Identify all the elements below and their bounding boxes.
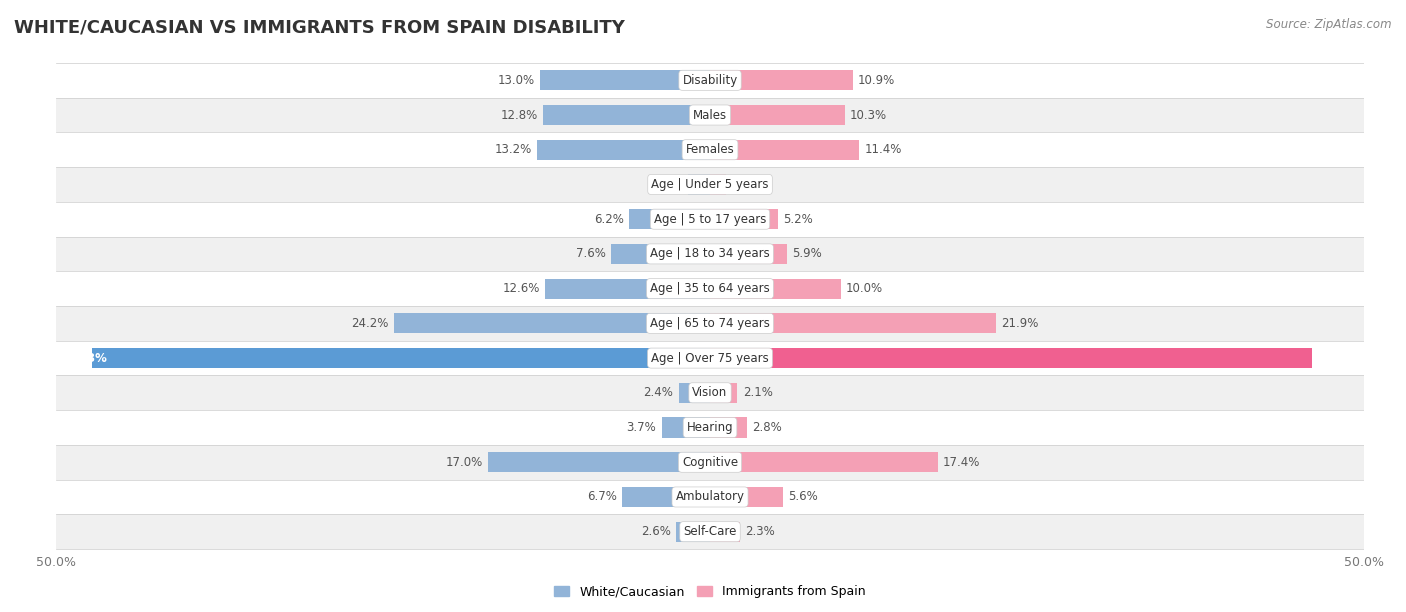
Bar <box>628 209 710 230</box>
Bar <box>710 209 778 230</box>
Text: Ambulatory: Ambulatory <box>675 490 745 504</box>
Bar <box>0 341 1406 375</box>
Text: Males: Males <box>693 108 727 122</box>
Bar <box>710 417 747 438</box>
Legend: White/Caucasian, Immigrants from Spain: White/Caucasian, Immigrants from Spain <box>550 580 870 603</box>
Bar <box>543 105 710 125</box>
Bar <box>710 70 852 91</box>
Text: Cognitive: Cognitive <box>682 456 738 469</box>
Text: 13.2%: 13.2% <box>495 143 533 156</box>
Text: 5.6%: 5.6% <box>789 490 818 504</box>
Bar <box>91 348 710 368</box>
Text: Females: Females <box>686 143 734 156</box>
Text: Age | 5 to 17 years: Age | 5 to 17 years <box>654 213 766 226</box>
Bar <box>0 202 1406 237</box>
Text: 10.0%: 10.0% <box>846 282 883 295</box>
Bar <box>710 313 997 334</box>
Text: 10.9%: 10.9% <box>858 74 896 87</box>
Text: 2.4%: 2.4% <box>644 386 673 399</box>
Bar <box>0 306 1406 341</box>
Text: 2.1%: 2.1% <box>742 386 772 399</box>
Text: 46.0%: 46.0% <box>1312 351 1354 365</box>
Text: 24.2%: 24.2% <box>352 317 388 330</box>
Text: WHITE/CAUCASIAN VS IMMIGRANTS FROM SPAIN DISABILITY: WHITE/CAUCASIAN VS IMMIGRANTS FROM SPAIN… <box>14 18 624 36</box>
Bar <box>610 244 710 264</box>
Text: 1.2%: 1.2% <box>731 178 761 191</box>
Text: Disability: Disability <box>682 74 738 87</box>
Text: Age | Over 75 years: Age | Over 75 years <box>651 351 769 365</box>
Bar <box>710 105 845 125</box>
Bar <box>676 521 710 542</box>
Text: 2.8%: 2.8% <box>752 421 782 434</box>
Bar <box>0 480 1406 514</box>
Text: 5.9%: 5.9% <box>793 247 823 261</box>
Bar <box>623 487 710 507</box>
Bar <box>662 417 710 438</box>
Text: Vision: Vision <box>692 386 728 399</box>
Bar <box>710 278 841 299</box>
Bar <box>710 348 1312 368</box>
Text: 6.7%: 6.7% <box>588 490 617 504</box>
Text: Age | 65 to 74 years: Age | 65 to 74 years <box>650 317 770 330</box>
Bar <box>0 514 1406 549</box>
Bar <box>710 382 738 403</box>
Bar <box>679 382 710 403</box>
Bar <box>0 410 1406 445</box>
Text: 3.7%: 3.7% <box>627 421 657 434</box>
Bar <box>710 140 859 160</box>
Bar <box>488 452 710 472</box>
Text: 10.3%: 10.3% <box>851 108 887 122</box>
Bar <box>537 140 710 160</box>
Bar <box>710 174 725 195</box>
Bar <box>0 375 1406 410</box>
Text: 2.3%: 2.3% <box>745 525 775 538</box>
Text: 12.6%: 12.6% <box>503 282 540 295</box>
Bar <box>0 271 1406 306</box>
Text: 21.9%: 21.9% <box>1001 317 1039 330</box>
Text: 6.2%: 6.2% <box>593 213 624 226</box>
Text: Hearing: Hearing <box>686 421 734 434</box>
Text: Source: ZipAtlas.com: Source: ZipAtlas.com <box>1267 18 1392 31</box>
Text: 11.4%: 11.4% <box>865 143 901 156</box>
Bar <box>394 313 710 334</box>
Text: 13.0%: 13.0% <box>498 74 534 87</box>
Text: Age | Under 5 years: Age | Under 5 years <box>651 178 769 191</box>
Text: 5.2%: 5.2% <box>783 213 813 226</box>
Bar <box>710 521 740 542</box>
Text: 1.7%: 1.7% <box>652 178 682 191</box>
Bar <box>0 132 1406 167</box>
Bar <box>710 244 787 264</box>
Bar <box>688 174 710 195</box>
Text: 2.6%: 2.6% <box>641 525 671 538</box>
Bar <box>0 167 1406 202</box>
Text: 17.4%: 17.4% <box>943 456 980 469</box>
Text: Age | 35 to 64 years: Age | 35 to 64 years <box>650 282 770 295</box>
Bar <box>540 70 710 91</box>
Text: 12.8%: 12.8% <box>501 108 537 122</box>
Bar <box>0 63 1406 98</box>
Text: Age | 18 to 34 years: Age | 18 to 34 years <box>650 247 770 261</box>
Text: 47.3%: 47.3% <box>66 351 108 365</box>
Bar <box>0 445 1406 480</box>
Bar <box>546 278 710 299</box>
Text: 17.0%: 17.0% <box>446 456 482 469</box>
Bar <box>0 237 1406 271</box>
Bar <box>0 98 1406 132</box>
Bar <box>710 487 783 507</box>
Text: Self-Care: Self-Care <box>683 525 737 538</box>
Bar <box>710 452 938 472</box>
Text: 7.6%: 7.6% <box>575 247 606 261</box>
